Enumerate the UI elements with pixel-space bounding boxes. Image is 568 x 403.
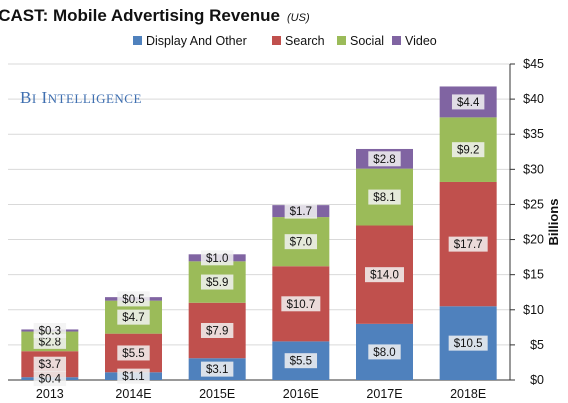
data-label-video: $1.7 <box>290 206 312 218</box>
data-label-box <box>368 344 401 360</box>
x-tick-label: 2013 <box>36 387 64 401</box>
legend-swatch-search <box>272 36 281 45</box>
data-label-box <box>368 189 401 205</box>
data-label-box <box>200 250 234 266</box>
data-label-box <box>33 356 67 372</box>
bar-stack-2014E: $1.1 $5.5 $4.7 $0.5 <box>105 291 162 384</box>
data-label-box <box>117 345 150 361</box>
y-tick-label: $0 <box>530 373 544 387</box>
y-tick-label: $30 <box>523 162 544 176</box>
legend-swatch-social <box>337 36 346 45</box>
data-label-video: $2.8 <box>373 154 395 166</box>
bars: $0.4$3.7$2.8$0.3$1.1$5.5$4.7$0.5$3.1$7.9… <box>21 86 497 387</box>
y-axis-label: Billions <box>546 199 561 246</box>
bar-stack-2018E: $10.5 $17.7 $9.2 $4.4 <box>439 86 497 380</box>
data-label-box <box>33 371 67 387</box>
data-label-video: $0.5 <box>122 294 144 306</box>
bar-stack-2017E: $8.0 $14.0 $8.1 $2.8 <box>356 148 413 380</box>
brand-logo-initial: I <box>37 88 48 107</box>
x-tick-label: 2018E <box>450 387 486 401</box>
y-tick-label: $40 <box>523 92 544 106</box>
data-label-box <box>284 203 318 219</box>
data-label-video: $4.4 <box>457 97 480 109</box>
data-label-display: $0.4 <box>39 374 62 386</box>
legend-label-display: Display And Other <box>146 34 247 48</box>
data-label-video: $0.3 <box>39 325 61 337</box>
x-tick-label: 2017E <box>366 387 402 401</box>
data-label-box <box>284 353 318 369</box>
data-label-social: $7.0 <box>290 237 312 249</box>
y-tick-label: $35 <box>523 127 544 141</box>
data-label-display: $10.5 <box>454 338 483 350</box>
data-label-social: $2.8 <box>39 336 61 348</box>
data-label-video: $1.0 <box>206 253 228 265</box>
y-axis: $0 $5 $10 $15 $20 $25 $30 $35 $40 $45 <box>8 57 544 387</box>
brand-logo-initial: B <box>20 88 32 107</box>
legend-label-search: Search <box>285 34 325 48</box>
data-label-search: $3.7 <box>39 359 61 371</box>
x-tick-label: 2014E <box>115 387 151 401</box>
chart-title-unit: (US) <box>287 12 310 24</box>
data-label-box <box>368 151 401 167</box>
data-label-social: $5.9 <box>206 277 228 289</box>
bar-stack-2015E: $3.1 $7.9 $5.9 $1.0 <box>188 250 246 380</box>
legend: Display And Other Search Social Video <box>133 34 437 48</box>
data-label-social: $9.2 <box>457 145 479 157</box>
data-label-box <box>451 142 485 158</box>
y-tick-label: $20 <box>523 233 544 247</box>
y-tick-label: $15 <box>523 268 544 282</box>
data-label-search: $14.0 <box>370 270 399 282</box>
brand-logo-rest: I <box>32 91 37 106</box>
data-label-box <box>284 234 318 250</box>
bar-stack-2013: $0.4 $3.7 $2.8$0.3 <box>21 322 79 387</box>
legend-label-video: Video <box>405 34 437 48</box>
y-tick-label: $45 <box>523 57 544 71</box>
data-label-box <box>200 322 234 338</box>
data-label-box <box>451 94 485 110</box>
data-label-box <box>33 322 67 338</box>
data-label-box <box>448 335 488 351</box>
data-label-box <box>365 267 404 283</box>
gridlines <box>8 63 510 381</box>
y-tick-label: $25 <box>523 197 544 211</box>
legend-swatch-video <box>392 36 401 45</box>
x-tick-label: 2016E <box>283 387 319 401</box>
data-label-box <box>281 296 321 312</box>
legend-swatch-display <box>133 36 142 45</box>
data-label-search: $5.5 <box>122 348 144 360</box>
legend-label-social: Social <box>350 34 384 48</box>
brand-logo: BI INTELLIGENCE <box>20 88 142 107</box>
data-label-box <box>117 291 150 307</box>
data-label-box <box>117 368 150 384</box>
brand-logo-rest: NTELLIGENCE <box>48 91 142 106</box>
data-label-box <box>200 361 234 377</box>
y-tick-label: $5 <box>530 338 544 352</box>
data-label-search: $17.7 <box>454 239 483 251</box>
chart-title: FORECAST: Mobile Advertising Revenue <box>0 6 280 25</box>
data-label-social: $8.1 <box>373 192 395 204</box>
data-label-search: $7.9 <box>206 325 228 337</box>
data-label-box <box>117 309 150 325</box>
data-label-box <box>448 236 488 252</box>
data-label-display: $1.1 <box>122 371 144 383</box>
y-tick-label: $10 <box>523 303 544 317</box>
x-axis: 2013 2014E 2015E 2016E 2017E 2018E <box>36 387 486 401</box>
bar-stack-2016E: $5.5 $10.7 $7.0 $1.7 <box>272 203 330 380</box>
data-label-search: $10.7 <box>286 299 315 311</box>
data-label-social: $4.7 <box>122 312 144 324</box>
data-label-display: $3.1 <box>206 364 228 376</box>
x-tick-label: 2015E <box>199 387 235 401</box>
data-label-display: $8.0 <box>373 347 395 359</box>
data-label-box <box>200 274 234 290</box>
data-label-display: $5.5 <box>290 356 312 368</box>
